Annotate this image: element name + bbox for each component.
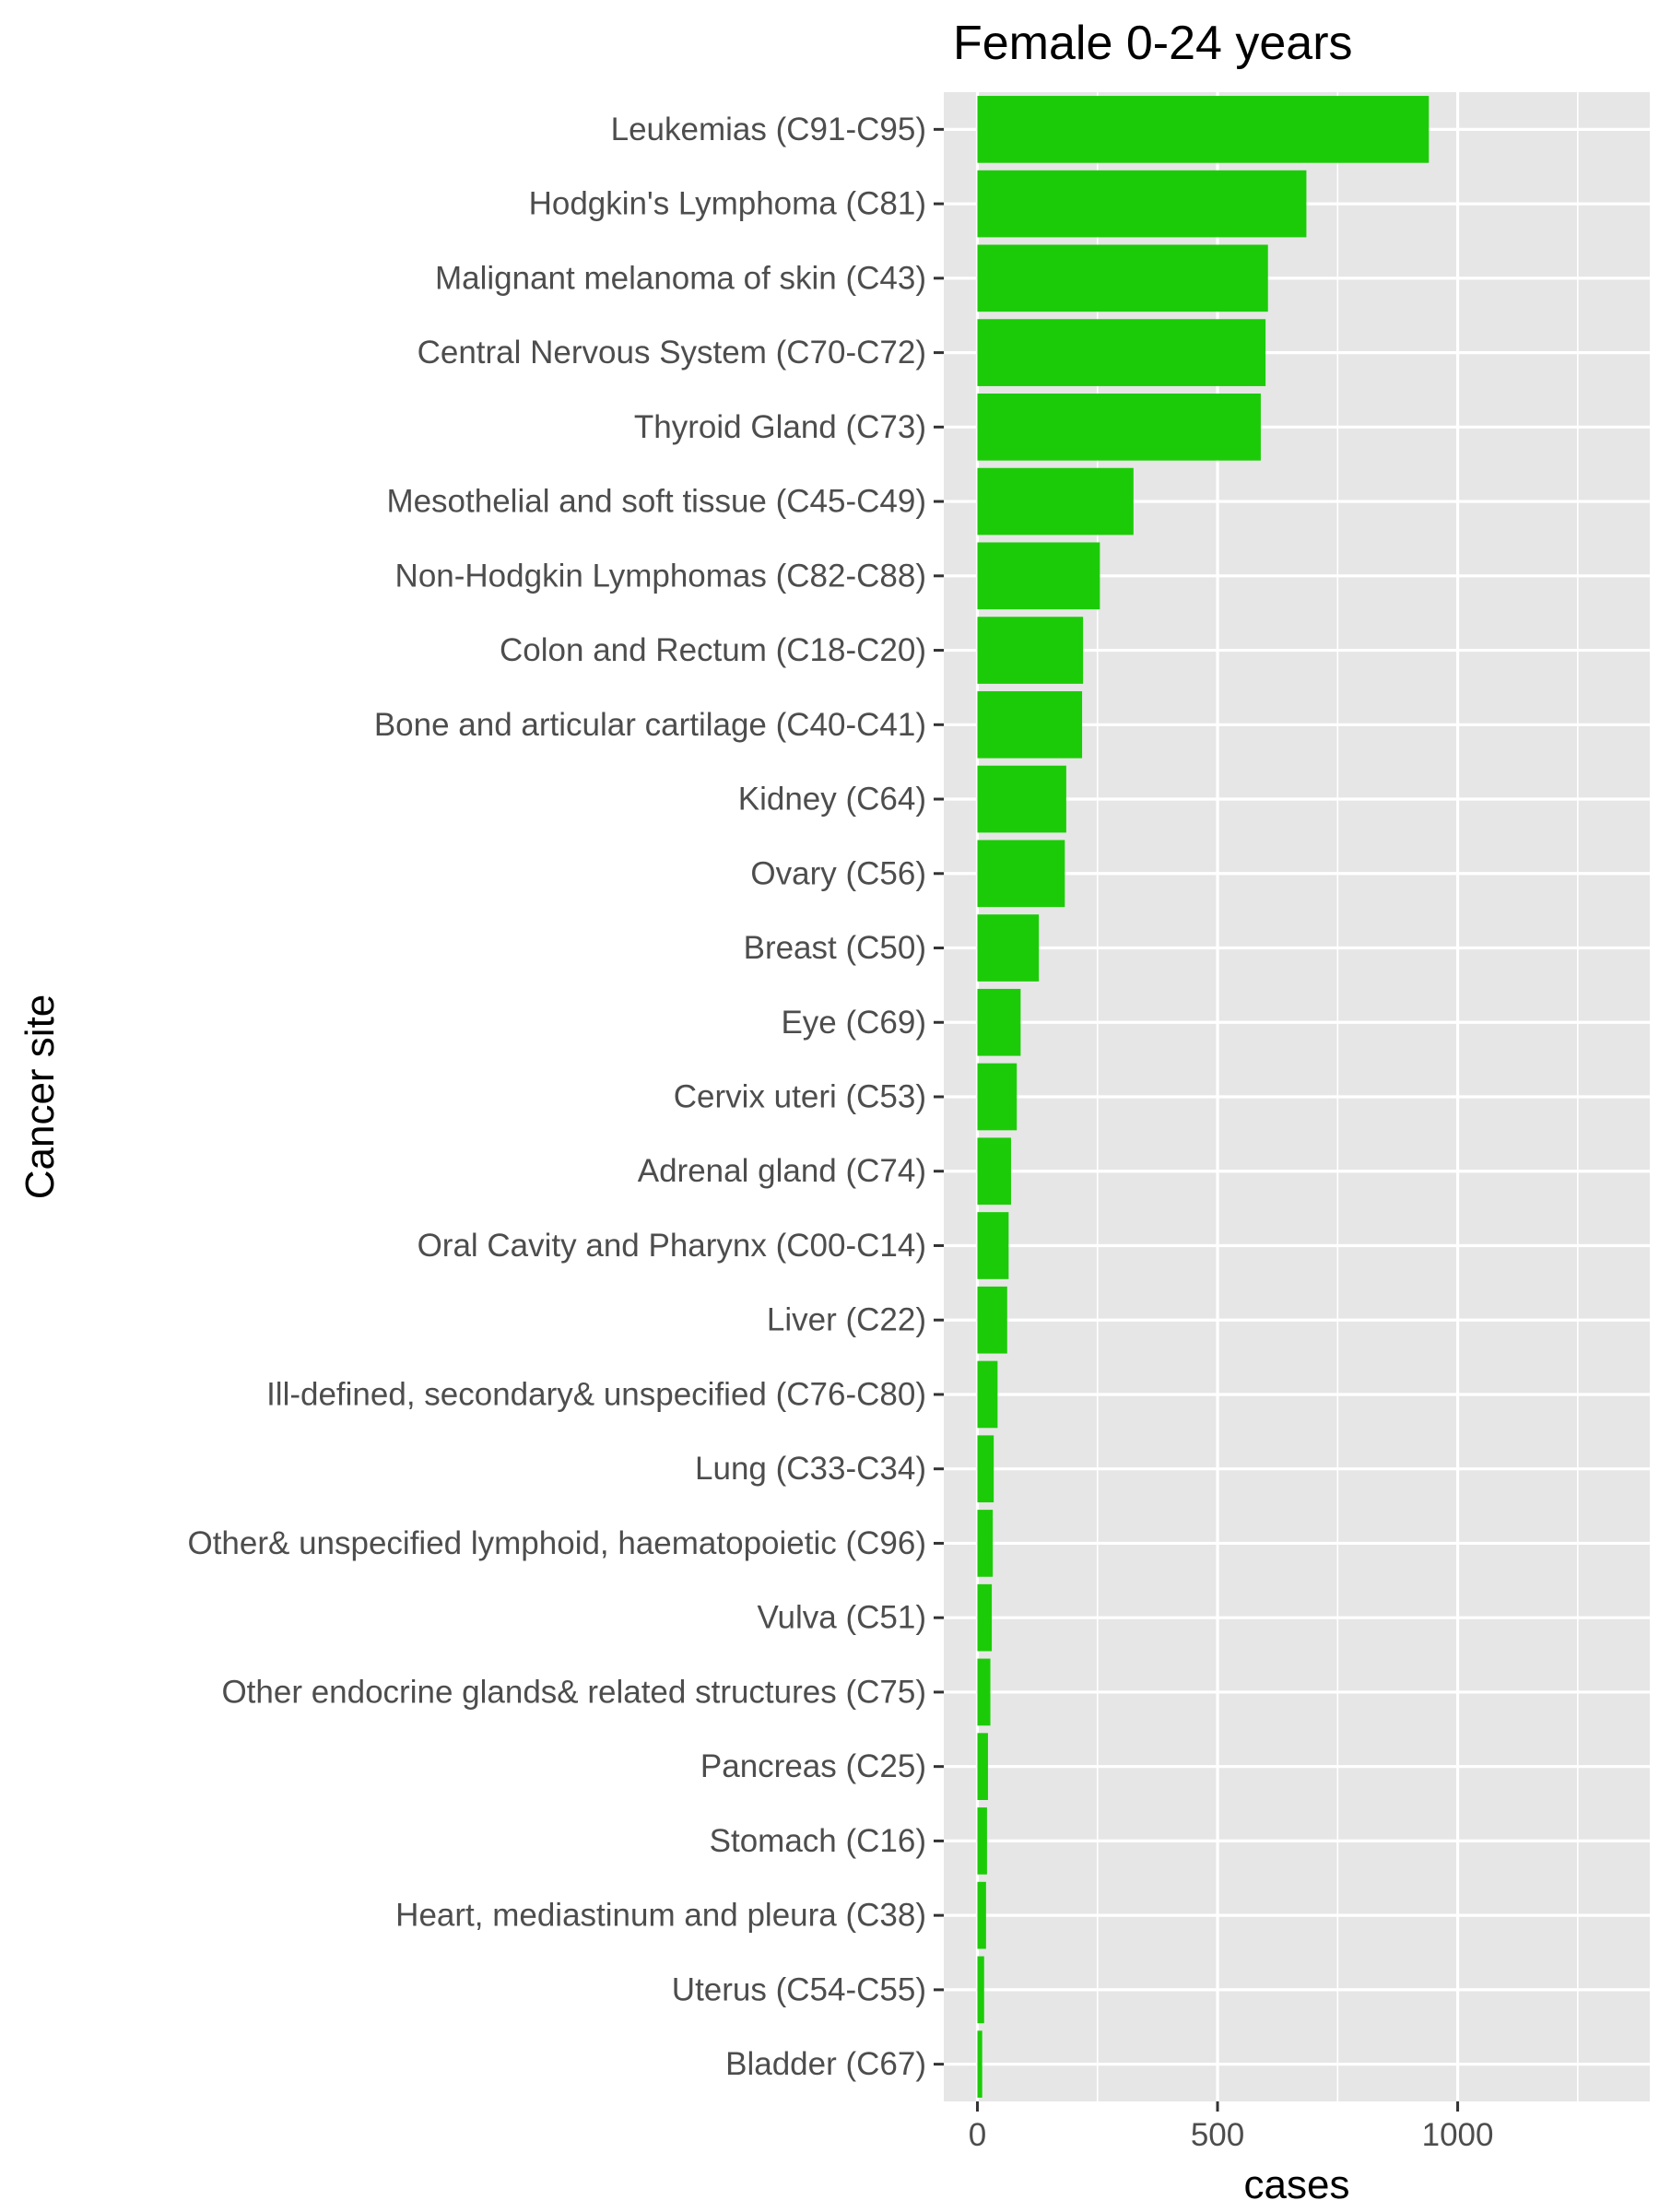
bar: [977, 542, 1100, 610]
y-tick-label: Other endocrine glands& related structur…: [221, 1674, 926, 1710]
bar: [977, 1212, 1009, 1279]
y-axis-title: Cancer site: [18, 994, 63, 1200]
chart-title: Female 0-24 years: [953, 17, 1353, 70]
y-tick-label: Thyroid Gland (C73): [634, 409, 926, 445]
y-tick-label: Heart, mediastinum and pleura (C38): [395, 1898, 926, 1934]
bar: [977, 690, 1083, 759]
y-tick-label: Eye (C69): [781, 1005, 926, 1041]
y-tick-label: Lung (C33-C34): [695, 1451, 926, 1487]
bar: [977, 1435, 994, 1503]
bar: [977, 1137, 1011, 1206]
bar: [977, 1807, 987, 1875]
bar: [977, 319, 1266, 386]
x-tick-label: 0: [969, 2117, 986, 2153]
bar: [977, 1583, 993, 1652]
x-tick-label: 1000: [1422, 2117, 1494, 2153]
y-tick-label: Malignant melanoma of skin (C43): [435, 260, 926, 296]
y-tick-label: Bladder (C67): [725, 2046, 926, 2082]
y-tick-label: Stomach (C16): [710, 1823, 926, 1859]
bar: [977, 96, 1430, 163]
y-tick-label: Colon and Rectum (C18-C20): [500, 632, 926, 668]
bar: [977, 1658, 991, 1726]
y-tick-label: Oral Cavity and Pharynx (C00-C14): [418, 1228, 926, 1264]
bar: [977, 394, 1261, 461]
x-axis-title: cases: [1244, 2162, 1350, 2207]
bar: [977, 1733, 988, 1800]
y-tick-label: Bone and articular cartilage (C40-C41): [374, 707, 926, 743]
y-tick-label: Pancreas (C25): [700, 1748, 926, 1784]
y-tick-label: Ill-defined, secondary& unspecified (C76…: [266, 1376, 926, 1412]
y-tick-label: Adrenal gland (C74): [638, 1153, 926, 1189]
bar: [977, 1956, 984, 2024]
bar: [977, 1360, 998, 1429]
bar: [977, 617, 1084, 684]
y-tick-label: Vulva (C51): [758, 1600, 927, 1636]
y-tick-label: Cervix uteri (C53): [674, 1079, 926, 1115]
y-tick-label: Central Nervous System (C70-C72): [418, 335, 926, 371]
y-tick-label: Hodgkin's Lymphoma (C81): [529, 186, 926, 222]
x-axis: 0 500 1000: [969, 2101, 1494, 2153]
y-tick-label: Kidney (C64): [738, 782, 926, 818]
y-tick-label: Leukemias (C91-C95): [611, 112, 926, 147]
y-tick-label: Mesothelial and soft tissue (C45-C49): [386, 484, 926, 520]
bars: [977, 96, 1430, 2098]
y-tick-label: Liver (C22): [767, 1302, 926, 1338]
bar: [977, 914, 1040, 982]
bar: [977, 1881, 986, 1949]
bar: [977, 988, 1021, 1056]
bar: [977, 840, 1065, 908]
y-tick-label: Breast (C50): [744, 930, 926, 966]
y-tick-label: Uterus (C54-C55): [672, 1971, 926, 2007]
bar: [977, 2030, 982, 2098]
x-tick-label: 500: [1191, 2117, 1244, 2153]
bar: [977, 170, 1307, 238]
y-tick-label: Other& unspecified lymphoid, haematopoie…: [187, 1525, 926, 1561]
bar: [977, 765, 1066, 833]
bar: [977, 244, 1268, 312]
bar: [977, 1286, 1007, 1354]
y-tick-label: Ovary (C56): [750, 855, 926, 891]
y-axis: Leukemias (C91-C95) Hodgkin's Lymphoma (C…: [187, 112, 944, 2082]
bar: [977, 467, 1134, 535]
bar: [977, 1510, 994, 1577]
bar: [977, 1063, 1018, 1131]
y-tick-label: Non-Hodgkin Lymphomas (C82-C88): [395, 558, 926, 594]
